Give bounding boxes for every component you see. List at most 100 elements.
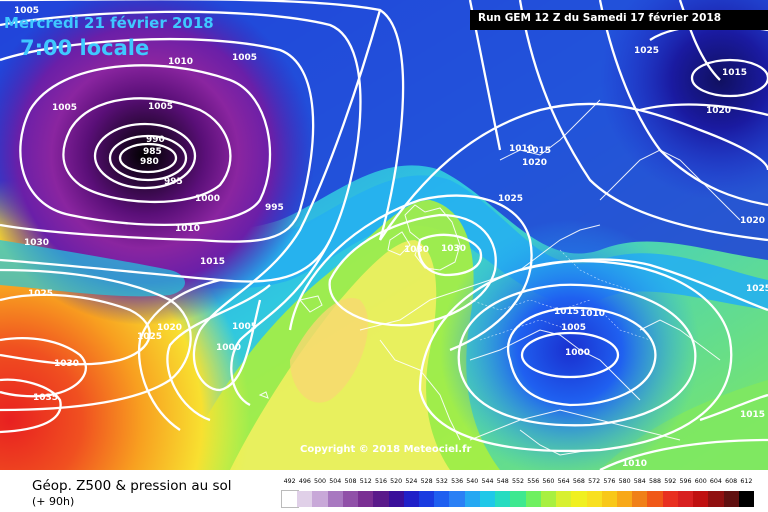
scale-label: 536 <box>451 478 464 485</box>
isobar-label: 1005 <box>52 103 77 113</box>
scale-label: 540 <box>466 478 479 485</box>
isobar-label: 1010 <box>580 309 605 319</box>
scale-swatch <box>723 491 740 507</box>
scale-label: 548 <box>496 478 509 485</box>
scale-label: 520 <box>390 478 403 485</box>
weather-map: 1005 1010 1005 1005 1005 990 985 980 995… <box>0 0 768 470</box>
scale-swatch <box>601 491 618 507</box>
forecast-date: Mercredi 21 février 2018 <box>4 14 214 32</box>
scale-swatch <box>662 491 679 507</box>
scale-label: 508 <box>344 478 357 485</box>
isobar-label: 1000 <box>565 348 590 358</box>
scale-label: 612 <box>740 478 753 485</box>
isobar-label: 1005 <box>232 53 257 63</box>
isobar-label: 1010 <box>622 459 647 469</box>
isobar-label: 1025 <box>498 194 523 204</box>
scale-swatch <box>358 491 374 507</box>
isobars <box>0 0 768 470</box>
scale-label: 588 <box>649 478 662 485</box>
scale-swatch <box>677 491 694 507</box>
scale-swatch <box>556 491 572 507</box>
scale-label: 592 <box>664 478 677 485</box>
isobar-label: 1015 <box>722 68 747 78</box>
scale-label: 560 <box>542 478 555 485</box>
scale-label: 512 <box>359 478 372 485</box>
scale-swatch <box>571 491 587 507</box>
scale-swatch <box>388 491 405 507</box>
isobar-label: 990 <box>146 135 165 145</box>
color-scale-labels: 492 496 500 504 508 512 516 520 524 528 532 536 540 5… <box>282 478 754 488</box>
isobar-label: 1030 <box>54 359 79 369</box>
isobar-label: 1010 <box>168 57 193 67</box>
scale-label: 580 <box>618 478 631 485</box>
scale-label: 604 <box>709 478 722 485</box>
isobar-label: 1015 <box>526 146 551 156</box>
scale-label: 564 <box>557 478 570 485</box>
map-canvas: 1005 1010 1005 1005 1005 990 985 980 995… <box>0 0 768 470</box>
isobar-label: 1030 <box>404 245 429 255</box>
isobar-label: 1025 <box>137 332 162 342</box>
color-scale-bar <box>281 490 755 508</box>
scale-label: 608 <box>725 478 738 485</box>
scale-label: 556 <box>527 478 540 485</box>
isobar-label: 1005 <box>232 322 257 332</box>
isobar-label: 1005 <box>148 102 173 112</box>
isobar-label: 1025 <box>746 284 768 294</box>
copyright-text: Copyright © 2018 Meteociel.fr <box>300 444 472 455</box>
scale-swatch <box>616 491 633 507</box>
isobar-label: 1020 <box>706 106 731 116</box>
scale-swatch <box>373 491 390 507</box>
isobar-label: 1025 <box>634 46 659 56</box>
run-info: Run GEM 12 Z du Samedi 17 février 2018 <box>478 12 722 24</box>
scale-label: 504 <box>329 478 342 485</box>
scale-swatch <box>342 491 359 507</box>
isobar-label: 1005 <box>561 323 586 333</box>
scale-swatch <box>540 491 557 507</box>
isobar-label: 1030 <box>24 238 49 248</box>
isobar-label: 1010 <box>175 224 200 234</box>
isobar-label: 1020 <box>522 158 547 168</box>
scale-swatch <box>525 491 542 507</box>
scale-label: 600 <box>694 478 707 485</box>
isobar-label: 995 <box>265 203 284 213</box>
scale-label: 528 <box>420 478 433 485</box>
scale-swatch <box>327 491 344 507</box>
scale-swatch <box>464 491 481 507</box>
pressure-labels: 1005 1010 1005 1005 1005 990 985 980 995… <box>14 6 768 469</box>
isobar-label: 1035 <box>33 393 58 403</box>
scale-label: 584 <box>633 478 646 485</box>
scale-swatch <box>297 491 313 507</box>
scale-label: 532 <box>435 478 448 485</box>
isobar-label: 995 <box>164 177 183 187</box>
scale-label: 492 <box>283 478 296 485</box>
scale-label: 596 <box>679 478 692 485</box>
run-banner <box>470 10 768 30</box>
scale-swatch <box>708 491 725 507</box>
scale-swatch <box>632 491 648 507</box>
scale-swatch <box>693 491 709 507</box>
forecast-time: 7:00 locale <box>20 36 150 60</box>
isobar-label: 1000 <box>216 343 241 353</box>
isobar-label: 980 <box>140 157 159 167</box>
isobar-label: 1020 <box>740 216 765 226</box>
isobar-label: 1020 <box>157 323 182 333</box>
isobar-label: 1005 <box>14 6 39 16</box>
scale-swatch <box>312 491 329 507</box>
scale-label: 524 <box>405 478 418 485</box>
legend-title: Géop. Z500 & pression au sol <box>32 478 232 494</box>
isobar-label: 1000 <box>195 194 220 204</box>
scale-label: 576 <box>603 478 616 485</box>
isobar-label: 1015 <box>200 257 225 267</box>
isobar-label: 1015 <box>740 410 765 420</box>
isobar-label: 1015 <box>554 307 579 317</box>
scale-swatch <box>495 491 511 507</box>
scale-swatch <box>479 491 496 507</box>
scale-label: 544 <box>481 478 494 485</box>
scale-label: 516 <box>374 478 387 485</box>
scale-label: 568 <box>572 478 585 485</box>
scale-label: 552 <box>511 478 525 485</box>
isobar-label: 1010 <box>509 144 534 154</box>
scale-swatch <box>403 491 420 507</box>
scale-swatch <box>738 491 755 507</box>
scale-swatch <box>449 491 466 507</box>
